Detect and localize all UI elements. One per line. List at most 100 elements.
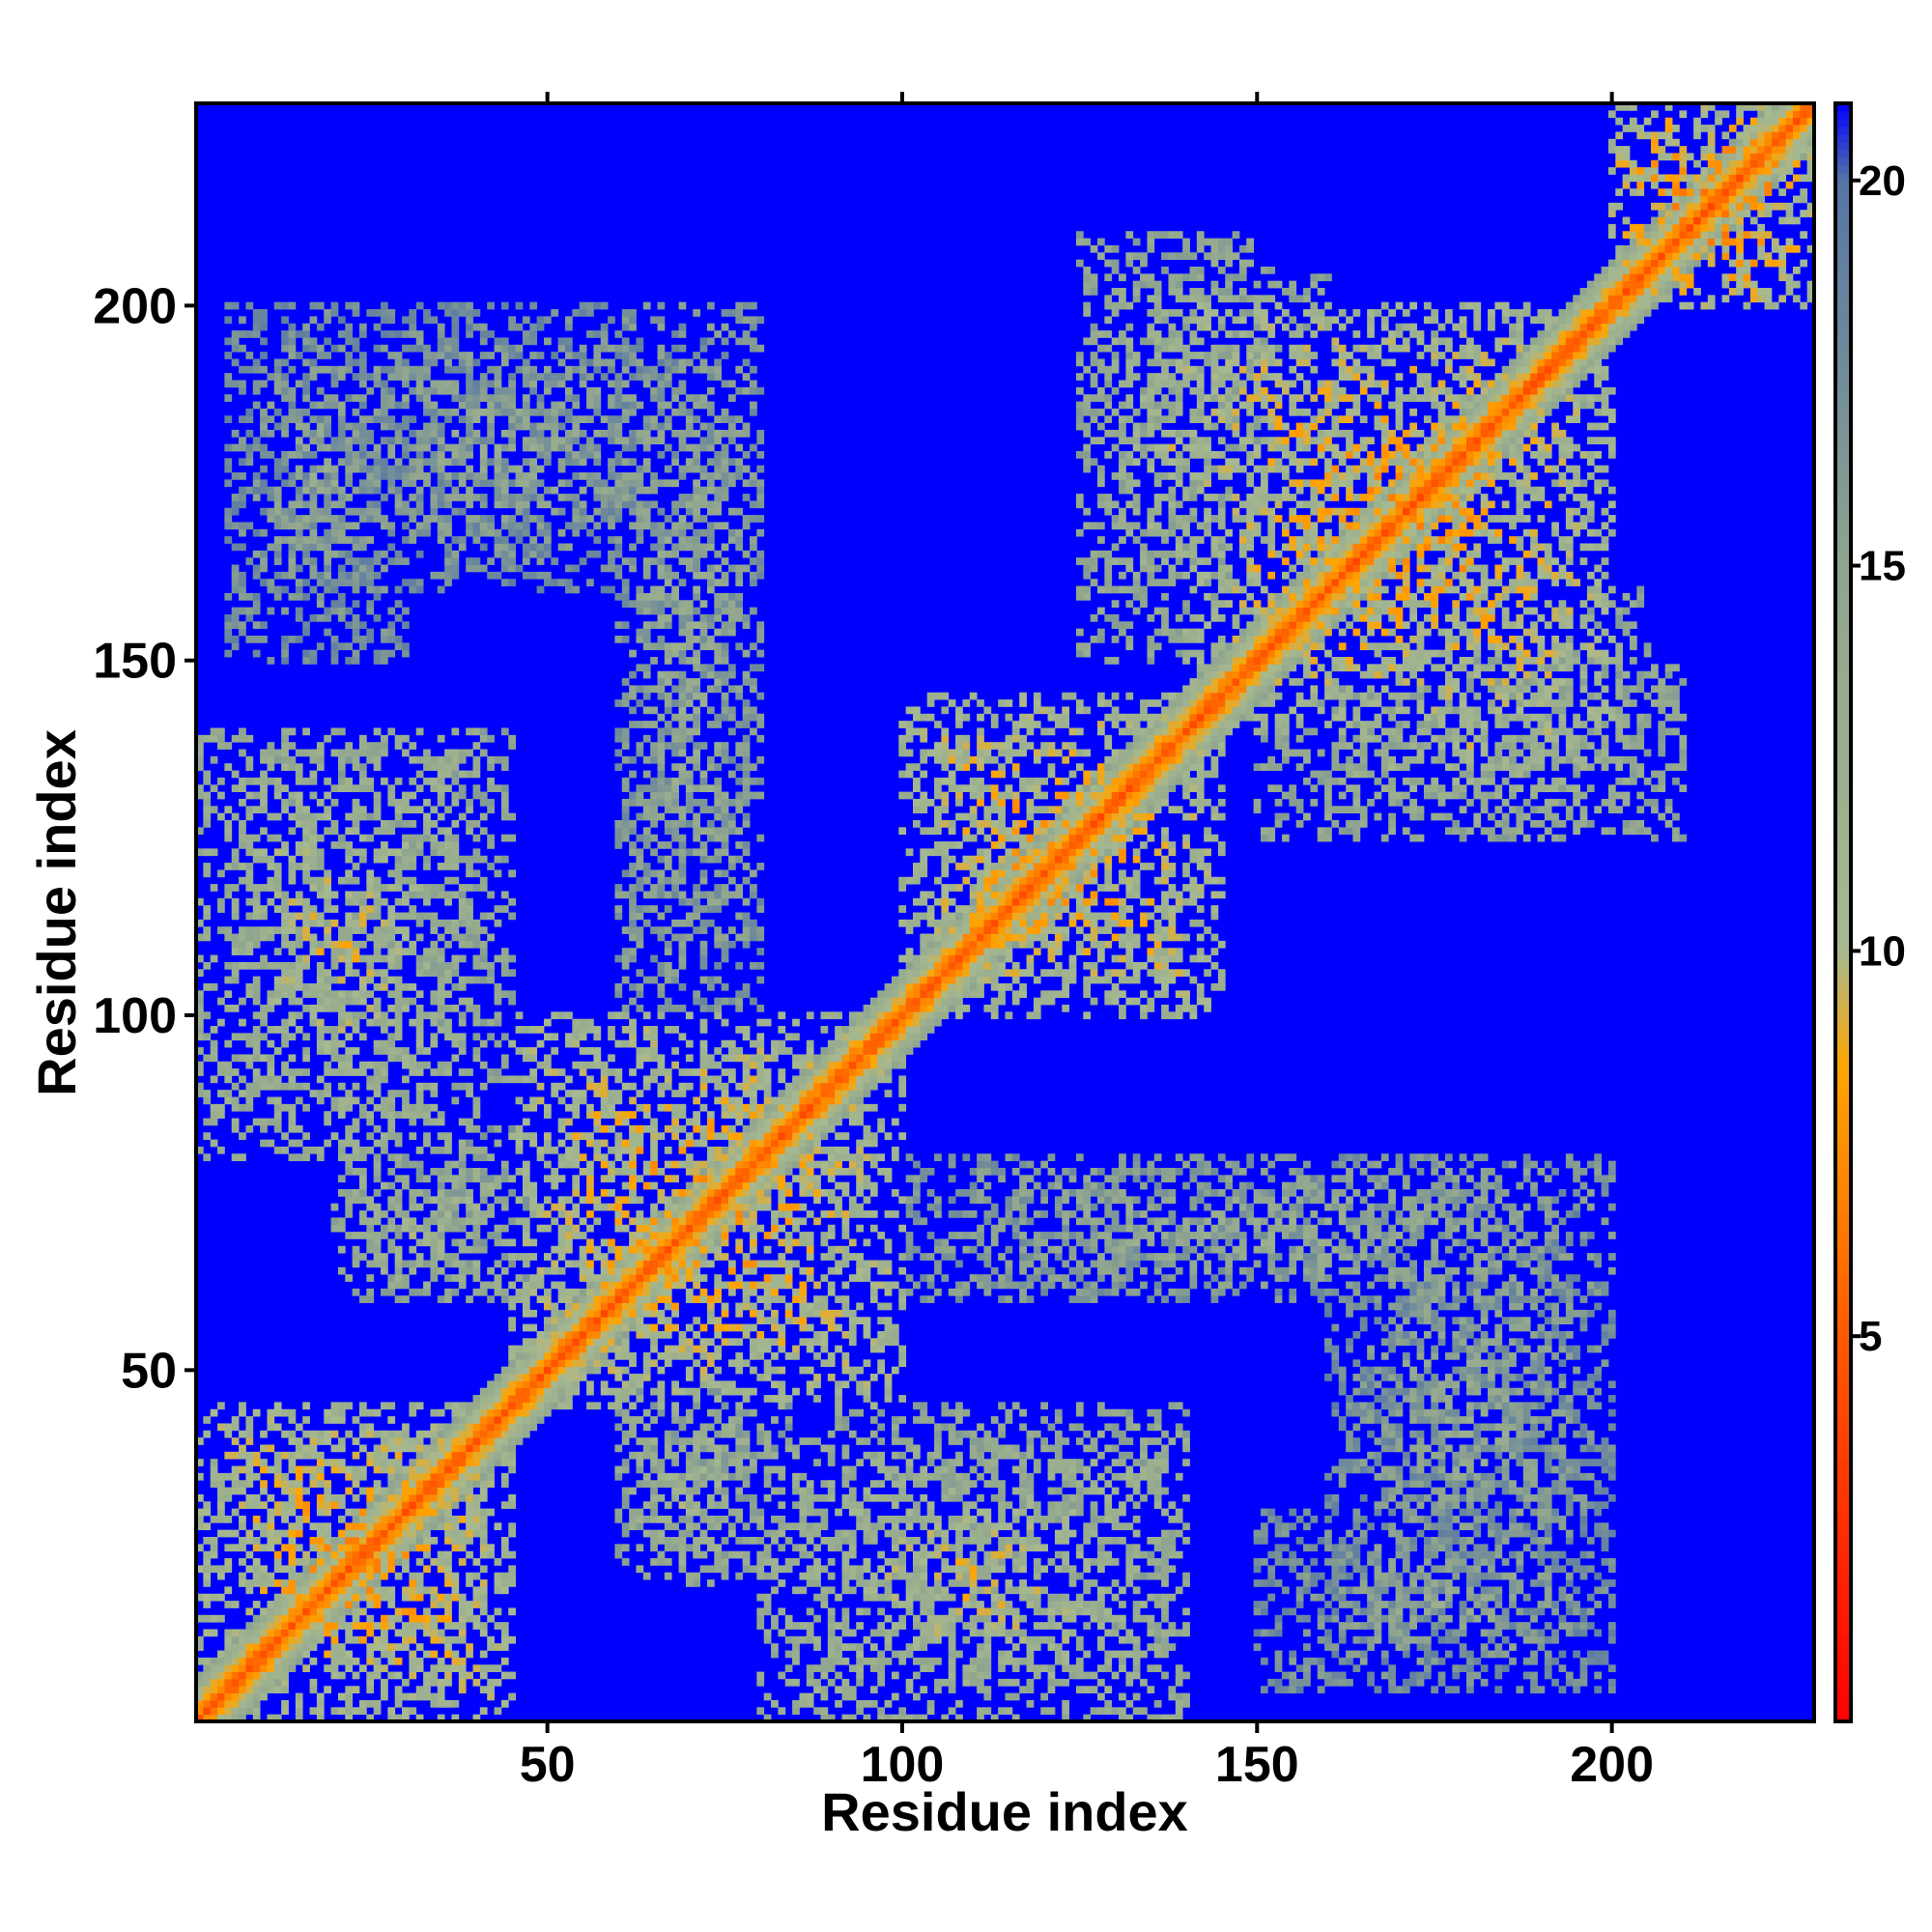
heatmap-cell bbox=[495, 1040, 502, 1048]
heatmap-cell bbox=[353, 451, 360, 459]
heatmap-cell bbox=[416, 472, 424, 480]
heatmap-cell bbox=[537, 1282, 545, 1290]
heatmap-cell bbox=[338, 763, 346, 771]
heatmap-cell bbox=[289, 1437, 297, 1445]
heatmap-cell bbox=[608, 1274, 615, 1282]
heatmap-cell bbox=[495, 1232, 502, 1239]
heatmap-cell bbox=[345, 750, 353, 757]
heatmap-cell bbox=[544, 1402, 552, 1409]
heatmap-cell bbox=[608, 1324, 615, 1332]
heatmap-cell bbox=[317, 1693, 325, 1701]
heatmap-cell bbox=[260, 784, 268, 792]
heatmap-cell bbox=[508, 1217, 516, 1225]
heatmap-cell bbox=[381, 458, 388, 466]
heatmap-cell bbox=[232, 330, 240, 338]
heatmap-cell bbox=[601, 565, 609, 573]
heatmap-cell bbox=[430, 955, 438, 963]
heatmap-cell bbox=[359, 778, 367, 785]
heatmap-cell bbox=[551, 1395, 558, 1403]
heatmap-cell bbox=[353, 522, 360, 529]
heatmap-cell bbox=[416, 1289, 424, 1296]
heatmap-cell bbox=[345, 1274, 353, 1282]
heatmap-cell bbox=[345, 608, 353, 615]
heatmap-cell bbox=[245, 1494, 253, 1502]
heatmap-cell bbox=[353, 806, 360, 813]
heatmap-cell bbox=[508, 381, 516, 388]
heatmap-cell bbox=[508, 1367, 516, 1375]
heatmap-cell bbox=[629, 402, 637, 410]
heatmap-cell bbox=[523, 472, 530, 480]
heatmap-cell bbox=[459, 451, 467, 459]
heatmap-cell bbox=[523, 1196, 530, 1204]
heatmap-cell bbox=[387, 1509, 395, 1517]
heatmap-cell bbox=[289, 1586, 297, 1594]
heatmap-cell bbox=[466, 1175, 473, 1182]
heatmap-cell bbox=[501, 551, 509, 558]
heatmap-cell bbox=[345, 742, 353, 750]
heatmap-cell bbox=[416, 1005, 424, 1012]
heatmap-cell bbox=[224, 373, 232, 381]
heatmap-cell bbox=[614, 1225, 622, 1233]
heatmap-cell bbox=[281, 920, 289, 927]
heatmap-cell bbox=[565, 387, 573, 395]
heatmap-cell bbox=[387, 1586, 395, 1594]
heatmap-cell bbox=[451, 1054, 459, 1062]
heatmap-cell bbox=[395, 1189, 403, 1197]
heatmap-cell bbox=[629, 926, 637, 934]
heatmap-cell bbox=[374, 458, 382, 466]
heatmap-cell bbox=[423, 955, 431, 963]
heatmap-cell bbox=[310, 756, 318, 764]
heatmap-cell bbox=[409, 529, 416, 537]
heatmap-cell bbox=[203, 1630, 211, 1637]
heatmap-cell bbox=[423, 863, 431, 870]
heatmap-cell bbox=[438, 1480, 445, 1488]
heatmap-cell bbox=[338, 1607, 346, 1615]
heatmap-cell bbox=[395, 1459, 403, 1466]
heatmap-cell bbox=[274, 891, 282, 898]
heatmap-cell bbox=[451, 1522, 459, 1530]
heatmap-cell bbox=[423, 1679, 431, 1687]
heatmap-cell bbox=[345, 877, 353, 885]
heatmap-cell bbox=[409, 536, 416, 544]
heatmap-cell bbox=[402, 913, 410, 921]
heatmap-cell bbox=[444, 1615, 452, 1623]
heatmap-cell bbox=[331, 1672, 339, 1680]
heatmap-cell bbox=[537, 373, 545, 381]
heatmap-cell bbox=[296, 1558, 303, 1566]
heatmap-cell bbox=[529, 1047, 537, 1055]
heatmap-cell bbox=[331, 841, 339, 849]
heatmap-cell bbox=[451, 1651, 459, 1659]
heatmap-cell bbox=[395, 1274, 403, 1282]
heatmap-cell bbox=[416, 1090, 424, 1097]
heatmap-cell bbox=[409, 1189, 416, 1197]
heatmap-cell bbox=[296, 898, 303, 906]
heatmap-cell bbox=[586, 1225, 594, 1233]
heatmap-cell bbox=[629, 848, 637, 856]
heatmap-cell bbox=[211, 1516, 218, 1523]
heatmap-cell bbox=[260, 1125, 268, 1133]
heatmap-cell bbox=[245, 778, 253, 785]
heatmap-cell bbox=[366, 487, 374, 495]
heatmap-cell bbox=[508, 990, 516, 998]
heatmap-cell bbox=[296, 1601, 303, 1608]
heatmap-cell bbox=[622, 352, 630, 359]
heatmap-cell bbox=[232, 1679, 240, 1687]
heatmap-cell bbox=[572, 529, 580, 537]
heatmap-cell bbox=[366, 877, 374, 885]
heatmap-cell bbox=[593, 394, 601, 402]
heatmap-cell bbox=[239, 799, 246, 807]
heatmap-cell bbox=[614, 1303, 622, 1311]
heatmap-cell bbox=[416, 337, 424, 345]
heatmap-cell bbox=[459, 1459, 467, 1466]
heatmap-cell bbox=[245, 1679, 253, 1687]
heatmap-cell bbox=[353, 969, 360, 977]
heatmap-cell bbox=[245, 1416, 253, 1424]
heatmap-cell bbox=[387, 1125, 395, 1133]
heatmap-cell bbox=[253, 381, 261, 388]
heatmap-cell bbox=[586, 415, 594, 423]
heatmap-cell bbox=[281, 479, 289, 487]
heatmap-cell bbox=[438, 1111, 445, 1119]
heatmap-cell bbox=[402, 1175, 410, 1182]
heatmap-cell bbox=[508, 500, 516, 508]
heatmap-cell bbox=[253, 366, 261, 374]
